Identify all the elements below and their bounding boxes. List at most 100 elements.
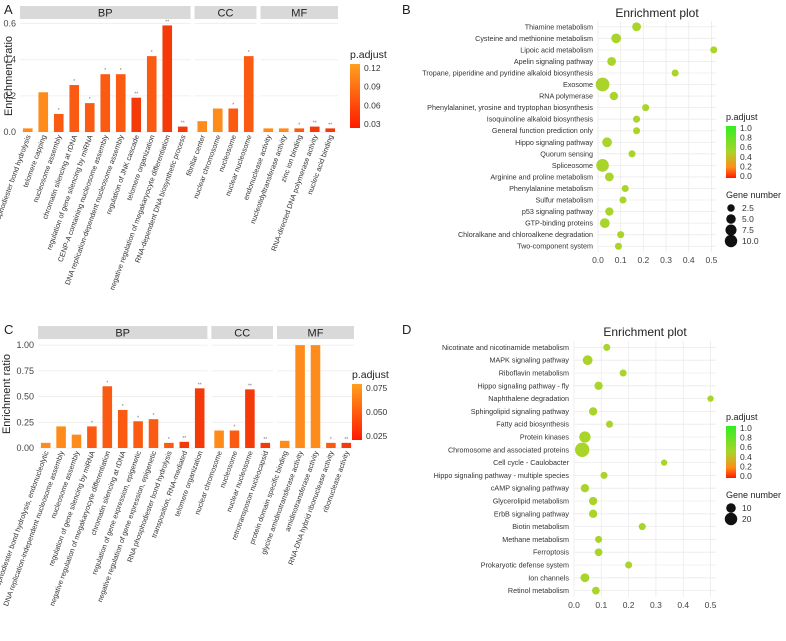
significance-label: ** bbox=[248, 383, 252, 389]
data-point bbox=[574, 442, 590, 457]
bar bbox=[56, 426, 66, 448]
bar bbox=[22, 128, 33, 132]
data-point bbox=[602, 137, 612, 148]
y-tick-label: Ferroptosis bbox=[533, 548, 569, 557]
legend-tick-label: 0.2 bbox=[740, 161, 752, 171]
data-point bbox=[599, 218, 610, 229]
facet-strip bbox=[211, 326, 273, 339]
data-point bbox=[605, 207, 614, 216]
chart-a: Enrichment ratio BP nucleic acid phosphodi… bbox=[0, 6, 387, 291]
bar bbox=[245, 389, 255, 448]
legend-tick-label: 1.0 bbox=[740, 423, 752, 433]
chart-title: Enrichment plot bbox=[615, 6, 699, 20]
facet-strip bbox=[260, 6, 338, 19]
legend-color-title: p.adjust bbox=[726, 112, 758, 122]
y-axis-title: Enrichment ratio bbox=[1, 354, 13, 434]
bar bbox=[326, 442, 336, 448]
legend-size-dot bbox=[724, 234, 738, 248]
legend-tick-label: 0.6 bbox=[740, 442, 752, 452]
y-tick-label: Chromosome and associated proteins bbox=[448, 445, 569, 454]
y-tick-label: Thiamine metabolism bbox=[525, 22, 593, 31]
legend-tick-label: 0.8 bbox=[740, 133, 752, 143]
y-tick-label: General function prediction only bbox=[492, 126, 593, 135]
y-tick-label: Protein kinases bbox=[520, 433, 570, 442]
bar bbox=[115, 74, 126, 132]
y-tick-label: Exosome bbox=[563, 80, 593, 89]
data-point bbox=[580, 573, 590, 583]
significance-label: ** bbox=[182, 436, 186, 442]
significance-label: * bbox=[122, 404, 124, 410]
data-point bbox=[633, 127, 641, 135]
chart-title: Enrichment plot bbox=[603, 325, 687, 339]
y-tick-label: Retinol metabolism bbox=[508, 586, 569, 595]
legend-title: p.adjust bbox=[350, 49, 387, 61]
data-point bbox=[594, 381, 603, 390]
significance-label: * bbox=[168, 437, 170, 443]
legend-size-label: 20 bbox=[742, 514, 752, 524]
legend-tick-label: 0.0 bbox=[740, 471, 752, 481]
bar bbox=[148, 419, 159, 448]
significance-label: * bbox=[248, 50, 250, 56]
y-tick-label: Lipoic acid metabolism bbox=[520, 45, 593, 54]
legend-size-label: 7.5 bbox=[742, 225, 754, 235]
data-point bbox=[588, 407, 598, 416]
legend-colorbar bbox=[726, 426, 736, 478]
significance-label: ** bbox=[134, 92, 138, 98]
facet-panel bbox=[211, 340, 273, 448]
bar bbox=[146, 56, 157, 133]
y-tick-label: Spliceosome bbox=[552, 161, 593, 170]
legend-size-title: Gene number bbox=[726, 190, 781, 200]
legend-size-label: 2.5 bbox=[742, 203, 754, 213]
y-tick-label: Two-component system bbox=[517, 242, 593, 251]
y-axis-title: Enrichment ratio bbox=[3, 36, 15, 116]
bar bbox=[228, 108, 239, 132]
y-tick-label: Hippo signaling pathway - fly bbox=[478, 381, 570, 390]
y-tick-label: Quorum sensing bbox=[540, 149, 593, 158]
bar bbox=[179, 441, 190, 448]
y-tick-label: Chloralkane and chloroalkene degradation bbox=[458, 230, 593, 239]
data-point bbox=[579, 431, 591, 443]
legend-size-label: 10 bbox=[742, 503, 752, 513]
y-tick-label: GTP-binding proteins bbox=[525, 219, 593, 228]
data-point bbox=[617, 231, 625, 239]
data-point bbox=[588, 509, 598, 518]
legend-size-dot bbox=[725, 224, 737, 236]
x-tick-label: 0.0 bbox=[568, 600, 580, 610]
legend-colorbar bbox=[352, 384, 362, 440]
y-tick-label: Riboflavin metabolism bbox=[499, 369, 569, 378]
data-point bbox=[596, 159, 609, 172]
legend-tick-label: 0.03 bbox=[364, 119, 381, 129]
y-tick-label: Hippo signaling pathway bbox=[515, 138, 593, 147]
significance-label: * bbox=[104, 68, 106, 74]
x-tick-label: 0.5 bbox=[705, 600, 717, 610]
y-tick-label: Prokaryotic defense system bbox=[481, 561, 569, 570]
x-tick-label: 0.1 bbox=[595, 600, 607, 610]
data-point bbox=[580, 484, 590, 493]
x-tick-label: 0.2 bbox=[623, 600, 635, 610]
significance-label: ** bbox=[344, 437, 348, 443]
facet-label: MF bbox=[291, 8, 307, 20]
y-tick-label: Nicotinate and nicotinamide metabolism bbox=[442, 343, 569, 352]
legend-color-title: p.adjust bbox=[726, 412, 758, 422]
bar bbox=[194, 388, 205, 448]
y-tick-label: Isoquinoline alkaloid biosynthesis bbox=[487, 115, 594, 124]
data-point bbox=[710, 46, 718, 54]
legend-tick-label: 0.050 bbox=[366, 407, 388, 417]
bar bbox=[212, 108, 223, 132]
y-tick-label: Methane metabolism bbox=[502, 535, 569, 544]
chart-b: Enrichment plot 0.0 0.1 0.2 0.3 0.4 0.5 Thiamin… bbox=[422, 6, 781, 265]
y-tick-label: 0.75 bbox=[16, 366, 34, 376]
facet-panel bbox=[260, 20, 338, 132]
chart-d: Enrichment plot 0.0 0.1 0.2 0.3 0.4 0.5 Nicotin… bbox=[434, 325, 781, 610]
x-tick-label: 0.0 bbox=[592, 255, 604, 265]
y-tick-label: cAMP signaling pathway bbox=[491, 484, 570, 493]
bar bbox=[243, 56, 254, 133]
bar bbox=[100, 74, 111, 132]
significance-label: * bbox=[58, 108, 60, 114]
bar bbox=[309, 126, 320, 132]
bar bbox=[40, 442, 51, 448]
plot-panel bbox=[574, 341, 716, 597]
significance-label: * bbox=[234, 425, 236, 431]
